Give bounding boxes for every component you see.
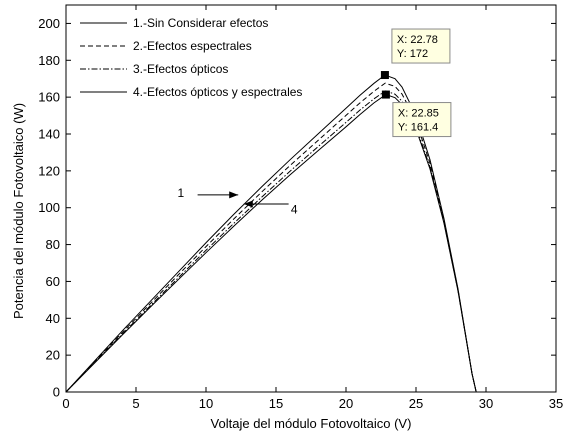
x-tick-label: 5 — [132, 396, 139, 411]
curve-annotations: 14 — [177, 186, 297, 217]
series-lines — [65, 74, 477, 393]
legend: 1.-Sin Considerar efectos 2.-Efectos espe… — [80, 16, 302, 99]
y-tick-label: 60 — [46, 274, 60, 289]
datatip-marker — [381, 90, 390, 99]
y-tick-label: 160 — [38, 90, 60, 105]
datatip-box — [392, 102, 452, 138]
series-sin-efectos-line — [65, 74, 477, 393]
y-tick-label: 80 — [46, 237, 60, 252]
y-tick-label: 120 — [38, 163, 60, 178]
datatip-y-text: Y: 172 — [397, 48, 428, 60]
datatip-x-text: X: 22.85 — [398, 108, 439, 120]
x-tick-label: 0 — [62, 396, 69, 411]
x-tick-label: 10 — [199, 396, 213, 411]
legend-label-series-opticos-espectrales: 4.-Efectos ópticos y espectrales — [133, 85, 302, 99]
datatip-marker — [380, 71, 389, 80]
y-tick-label: 180 — [38, 53, 60, 68]
x-axis-label: Voltaje del módulo Fotovoltaico (V) — [211, 416, 412, 431]
y-axis-label: Potencia del módulo Fotovoltaico (W) — [11, 103, 26, 319]
legend-label-series-efectos-opticos: 3.-Efectos ópticos — [133, 62, 228, 76]
y-tick-label: 200 — [38, 16, 60, 31]
y-tick-label: 20 — [46, 348, 60, 363]
y-tick-label: 0 — [53, 385, 60, 400]
legend-label-series-efectos-espectrales: 2.-Efectos espectrales — [133, 39, 252, 53]
x-tick-label: 20 — [339, 396, 353, 411]
series-efectos-espectrales-line — [65, 82, 477, 393]
plot-frame — [65, 4, 557, 393]
series-opticos-espectrales-line — [65, 94, 477, 393]
x-tick-label: 25 — [409, 396, 423, 411]
datatip-box — [391, 28, 451, 64]
legend-label-series-sin-efectos: 1.-Sin Considerar efectos — [133, 16, 268, 30]
datatip-y-text: Y: 161.4 — [398, 122, 438, 134]
x-tick-label: 35 — [549, 396, 563, 411]
x-tick-label: 30 — [479, 396, 493, 411]
data-tips: X: 22.78 Y: 172 X: 22.85 Y: 161.4 — [380, 28, 452, 138]
x-tick-label: 15 — [269, 396, 283, 411]
curve-label-1: 1 — [177, 186, 184, 200]
arrow-head-4 — [243, 200, 253, 208]
y-tick-label: 40 — [46, 311, 60, 326]
arrow-head-1 — [229, 191, 239, 199]
axis-ticks: 0 5 10 15 20 25 30 35 0 20 40 60 80 100 120 140 160 180 20… — [38, 5, 563, 411]
datatip-x-text: X: 22.78 — [397, 34, 438, 46]
y-tick-label: 140 — [38, 127, 60, 142]
curve-label-4: 4 — [291, 203, 298, 217]
y-tick-label: 100 — [38, 200, 60, 215]
plot-area — [65, 4, 557, 393]
